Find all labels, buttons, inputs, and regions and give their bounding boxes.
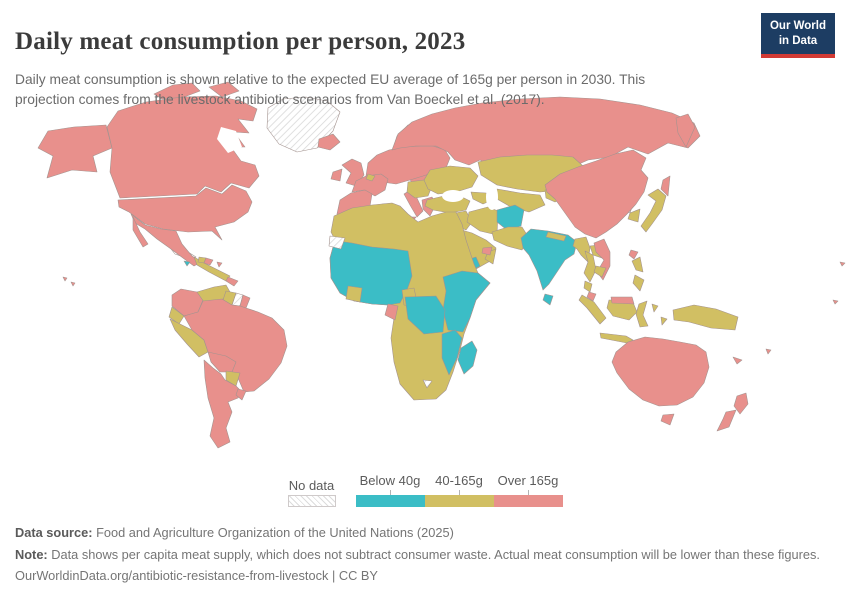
legend-tick bbox=[389, 490, 391, 495]
chart-footer: Data source: Food and Agriculture Organi… bbox=[15, 522, 835, 587]
hudson-bay bbox=[217, 127, 242, 153]
map-legend: No data Below 40g 40-165g Over 165g bbox=[0, 473, 850, 507]
region-central-europe[interactable] bbox=[365, 145, 451, 185]
region-baja-california[interactable] bbox=[132, 216, 149, 248]
region-madagascar[interactable] bbox=[457, 340, 478, 375]
region-iceland[interactable] bbox=[317, 133, 341, 151]
legend-tick bbox=[527, 490, 529, 495]
legend-bin-swatch[interactable] bbox=[493, 495, 563, 507]
region-drc[interactable] bbox=[404, 295, 446, 335]
region-new-caledonia[interactable] bbox=[732, 356, 743, 365]
region-arctic-islands[interactable] bbox=[208, 81, 240, 98]
region-india[interactable] bbox=[520, 228, 578, 291]
note-text: Data shows per capita meat supply, which… bbox=[47, 546, 820, 562]
region-gabon[interactable] bbox=[384, 303, 399, 321]
region-sri-lanka[interactable] bbox=[542, 293, 554, 306]
region-jamaica[interactable] bbox=[183, 260, 191, 267]
owid-logo-line2: in Data bbox=[778, 34, 818, 47]
region-usa[interactable] bbox=[117, 184, 253, 241]
region-ireland[interactable] bbox=[330, 168, 343, 182]
region-mozambique[interactable] bbox=[441, 329, 463, 376]
region-vietnam[interactable] bbox=[593, 238, 611, 281]
legend-bins: Below 40g 40-165g Over 165g bbox=[355, 473, 563, 507]
region-russia[interactable] bbox=[391, 96, 701, 173]
legend-bin-label: 40-165g bbox=[435, 473, 483, 488]
region-myanmar[interactable] bbox=[572, 236, 591, 263]
caspian-sea bbox=[486, 184, 498, 210]
region-south-korea[interactable] bbox=[627, 208, 641, 223]
page-title: Daily meat consumption per person, 2023 bbox=[15, 27, 466, 55]
region-lesotho[interactable] bbox=[422, 379, 433, 389]
region-taiwan[interactable] bbox=[628, 249, 639, 260]
note-line: Note: Data shows per capita meat supply,… bbox=[15, 544, 835, 566]
legend-bin-below-40[interactable]: Below 40g bbox=[355, 473, 425, 507]
legend-bin-label: Below 40g bbox=[359, 473, 421, 488]
region-malaysia-borneo[interactable] bbox=[610, 296, 635, 305]
region-sumatra[interactable] bbox=[578, 294, 607, 325]
region-afghanistan[interactable] bbox=[496, 204, 525, 231]
region-west-africa[interactable] bbox=[329, 239, 413, 306]
legend-bin-label: Over 165g bbox=[497, 473, 559, 488]
region-panama[interactable] bbox=[225, 276, 239, 287]
source-url-line: OurWorldinData.org/antibiotic-resistance… bbox=[15, 565, 835, 587]
region-western-sahara[interactable] bbox=[328, 235, 346, 250]
region-cote-divoire[interactable] bbox=[345, 285, 363, 303]
region-sulawesi[interactable] bbox=[635, 300, 649, 328]
data-source-label: Data source: bbox=[15, 525, 93, 540]
region-cambodia[interactable] bbox=[593, 265, 607, 278]
region-philippines[interactable] bbox=[631, 256, 644, 273]
data-source-text: Food and Agriculture Organization of the… bbox=[92, 525, 454, 540]
source-url-link[interactable]: OurWorldinData.org/antibiotic-resistance… bbox=[15, 568, 378, 583]
region-moluccas[interactable] bbox=[651, 303, 668, 326]
region-tasmania[interactable] bbox=[660, 413, 675, 426]
region-uae[interactable] bbox=[481, 246, 493, 256]
legend-tick bbox=[458, 490, 460, 495]
region-iran[interactable] bbox=[466, 206, 499, 236]
data-source-line: Data source: Food and Agriculture Organi… bbox=[15, 522, 835, 544]
region-uzbekistan-turkmenistan[interactable] bbox=[496, 188, 546, 213]
region-dominican-republic[interactable] bbox=[203, 257, 214, 266]
region-china[interactable] bbox=[544, 149, 649, 239]
region-argentina-chile[interactable] bbox=[203, 359, 243, 449]
region-ukraine-romania[interactable] bbox=[423, 165, 479, 195]
legend-bin-swatch[interactable] bbox=[424, 495, 494, 507]
region-new-zealand-north[interactable] bbox=[733, 392, 749, 415]
region-thai-peninsula[interactable] bbox=[583, 280, 593, 293]
region-new-guinea[interactable] bbox=[672, 304, 739, 331]
region-fiji[interactable] bbox=[765, 348, 772, 355]
legend-bin-40-165[interactable]: 40-165g bbox=[424, 473, 494, 507]
region-sakhalin[interactable] bbox=[660, 175, 671, 197]
region-malaysia-peninsula[interactable] bbox=[586, 291, 597, 302]
owid-logo[interactable]: Our World in Data bbox=[761, 13, 835, 58]
region-new-zealand-south[interactable] bbox=[716, 409, 737, 432]
region-nepal[interactable] bbox=[545, 231, 567, 242]
region-puerto-rico[interactable] bbox=[216, 261, 223, 268]
region-uruguay[interactable] bbox=[235, 388, 247, 401]
region-japan[interactable] bbox=[640, 188, 667, 233]
region-east-africa[interactable] bbox=[442, 270, 491, 333]
region-alaska[interactable] bbox=[37, 124, 113, 179]
owid-logo-line1: Our World bbox=[769, 20, 826, 32]
black-sea bbox=[442, 190, 464, 202]
region-pacific-islands[interactable] bbox=[832, 261, 846, 305]
region-brazil[interactable] bbox=[183, 298, 288, 393]
region-thailand[interactable] bbox=[583, 250, 597, 283]
region-philippines[interactable] bbox=[632, 274, 645, 292]
region-belgium[interactable] bbox=[365, 173, 376, 182]
chart-subtitle: Daily meat consumption is shown relative… bbox=[15, 71, 646, 107]
region-arctic-islands[interactable] bbox=[153, 82, 201, 100]
region-hawaii[interactable] bbox=[62, 276, 76, 287]
legend-bin-over-165[interactable]: Over 165g bbox=[493, 473, 563, 507]
region-java[interactable] bbox=[599, 332, 634, 344]
note-label: Note: bbox=[15, 546, 48, 562]
legend-bin-swatch[interactable] bbox=[355, 495, 425, 507]
legend-no-data-swatch[interactable] bbox=[287, 495, 336, 507]
region-kamchatka[interactable] bbox=[675, 113, 696, 148]
legend-no-data-label: No data bbox=[288, 478, 335, 493]
legend-no-data[interactable]: No data bbox=[287, 478, 336, 507]
region-australia[interactable] bbox=[611, 336, 710, 407]
